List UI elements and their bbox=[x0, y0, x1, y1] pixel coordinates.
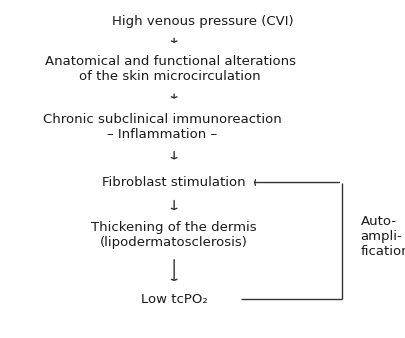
Text: Anatomical and functional alterations
of the skin microcirculation: Anatomical and functional alterations of… bbox=[45, 55, 296, 83]
Text: Chronic subclinical immunoreaction
– Inflammation –: Chronic subclinical immunoreaction – Inf… bbox=[43, 113, 281, 141]
Text: Fibroblast stimulation: Fibroblast stimulation bbox=[102, 176, 246, 189]
Text: Auto-
ampli-
fication: Auto- ampli- fication bbox=[360, 215, 405, 258]
Text: Thickening of the dermis
(lipodermatosclerosis): Thickening of the dermis (lipodermatoscl… bbox=[92, 221, 257, 249]
Text: Low tcPO₂: Low tcPO₂ bbox=[141, 293, 207, 306]
Text: High venous pressure (CVI): High venous pressure (CVI) bbox=[112, 16, 293, 28]
